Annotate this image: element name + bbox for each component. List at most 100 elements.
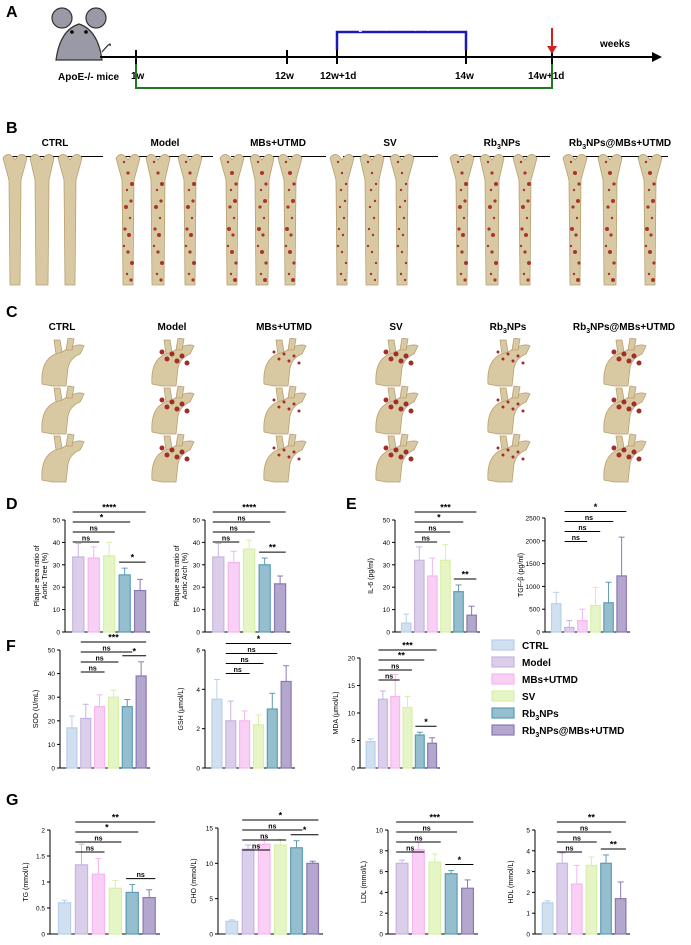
y-tick-label: 0 (536, 630, 540, 637)
bar (390, 695, 401, 769)
y-tick-label: 20 (48, 718, 56, 725)
bar (280, 680, 292, 769)
tick-14w: 14w (455, 71, 474, 82)
panel-label-c: C (6, 304, 18, 321)
bar (241, 848, 255, 935)
y-tick-label: 30 (383, 562, 391, 569)
significance-label: ns (422, 536, 430, 543)
y-tick-label: 3 (526, 869, 530, 876)
aortic-arch-specimen (603, 433, 647, 483)
significance-label: * (437, 513, 441, 523)
significance-label: ns (578, 525, 586, 532)
bar (211, 698, 223, 769)
aortic-tree-specimen (177, 154, 203, 286)
significance-label: ns (102, 646, 110, 653)
y-axis-label: MDA (μmol/L) (333, 692, 340, 735)
y-axis-label: Plaque area ratio of (174, 545, 181, 606)
bar (239, 720, 251, 769)
significance-label: ns (572, 535, 580, 542)
sacrificed-label: Sacrificed (523, 12, 571, 23)
y-tick-label: 500 (529, 607, 540, 614)
aortic-tree-specimen (277, 154, 303, 286)
panel-c-header-2: MBs+UTMD (256, 322, 312, 333)
bar (411, 849, 425, 935)
y-axis-label: CHO (mmol/L) (191, 858, 198, 903)
y-tick-label: 4 (526, 848, 530, 855)
y-tick-label: 40 (53, 540, 61, 547)
significance-label: ** (588, 813, 596, 823)
bar (577, 620, 588, 633)
bar (600, 862, 612, 935)
significance-label: **** (242, 503, 257, 513)
bar (428, 861, 442, 935)
aortic-tree-specimen (479, 154, 505, 286)
aortic-arch-specimen (603, 338, 647, 387)
bar (290, 847, 303, 935)
panel-label-g: G (6, 792, 19, 809)
bar (466, 614, 477, 633)
significance-label: ns (428, 526, 436, 533)
bar (556, 862, 569, 935)
significance-label: ns (241, 657, 249, 664)
y-tick-label: 50 (48, 648, 56, 655)
bar (453, 591, 464, 633)
significance-label: * (458, 855, 462, 865)
significance-label: ns (391, 664, 399, 671)
significance-label: * (279, 811, 283, 821)
significance-label: ns (252, 844, 260, 851)
y-tick-label: 15 (206, 826, 214, 833)
bar (57, 902, 72, 935)
aortic-tree-specimen (562, 154, 588, 286)
bar (121, 706, 133, 769)
bar (266, 708, 278, 769)
y-tick-label: 20 (348, 656, 356, 663)
y-axis-label: Aortic Tree (%) (42, 553, 49, 600)
bar (616, 575, 627, 633)
y-tick-label: 5 (209, 896, 213, 903)
aortic-arch-specimen (151, 338, 195, 387)
bar (227, 561, 240, 633)
bar (66, 727, 78, 769)
significance-label: ns (90, 526, 98, 533)
significance-label: ns (580, 826, 588, 833)
aortic-tree-specimen (249, 154, 275, 286)
y-tick-label: 6 (379, 869, 383, 876)
panel-b-header-4: Rb3NPs (483, 138, 521, 151)
y-tick-label: 50 (193, 518, 201, 525)
y-tick-label: 1 (526, 911, 530, 918)
panel-b-header-underline (342, 156, 438, 157)
significance-label: ns (260, 834, 268, 841)
panel-c-header-4: Rb3NPs (489, 322, 527, 335)
legend-swatch (491, 724, 515, 736)
y-tick-label: 6 (196, 648, 200, 655)
panel-b-header-underline (230, 156, 326, 157)
aortic-arch-specimen (487, 433, 531, 483)
aortic-tree-specimen (359, 154, 385, 286)
y-tick-label: 10 (206, 861, 214, 868)
y-tick-label: 2 (526, 890, 530, 897)
significance-label: ns (89, 666, 97, 673)
aortic-arch-specimen (375, 433, 419, 483)
significance-label: ns (406, 846, 414, 853)
significance-label: ns (573, 836, 581, 843)
legend: CTRL Model MBs+UTMD SV Rb3NPs Rb3NPs@MBs+UTMD (491, 639, 624, 739)
bar (414, 734, 425, 769)
significance-label: * (105, 823, 109, 833)
tick-12w1d: 12w+1d (320, 71, 356, 82)
bar (550, 603, 562, 633)
panel-b-header-1: Model (150, 138, 180, 149)
aortic-tree-specimen (115, 154, 141, 286)
aortic-arch-specimen (151, 385, 195, 435)
panel-c-header-0: CTRL (48, 322, 76, 333)
y-axis-label: SOD (U/mL) (33, 690, 40, 729)
aortic-arch-specimen (41, 338, 85, 387)
significance-label: ns (86, 846, 94, 853)
y-axis-label: Aortic Arch (%) (182, 553, 189, 600)
bar (440, 559, 451, 633)
bar (107, 696, 120, 769)
bar (427, 575, 438, 633)
